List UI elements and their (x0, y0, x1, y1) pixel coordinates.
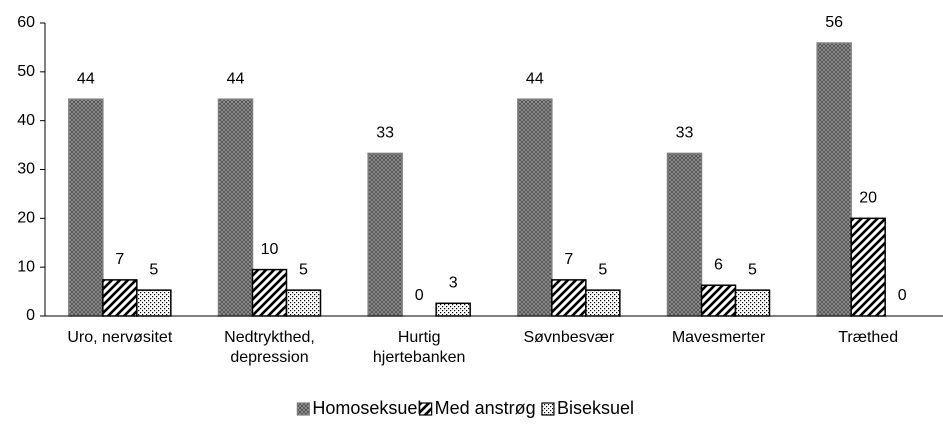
data-label: 33 (676, 125, 694, 142)
x-tick-label: Nedtrykthed, (224, 329, 315, 346)
bar (700, 284, 737, 317)
data-label: 0 (898, 287, 907, 304)
data-label: 0 (415, 287, 424, 304)
y-tick-label: 50 (17, 63, 35, 80)
legend-label: Med anstrøg (435, 398, 536, 418)
bar (585, 289, 621, 317)
bar (517, 98, 553, 317)
y-tick-label: 20 (17, 210, 35, 227)
y-tick-label: 30 (17, 161, 35, 178)
x-tick-label: Træthed (838, 329, 898, 346)
x-tick-label: Hurtig (398, 329, 441, 346)
data-label: 5 (149, 261, 158, 278)
bar (666, 152, 703, 317)
data-label: 44 (227, 70, 245, 87)
y-tick-label: 0 (26, 307, 35, 324)
data-label: 5 (299, 261, 308, 278)
legend-label: Biseksuel (557, 398, 634, 418)
data-label: 44 (77, 70, 95, 87)
bar (68, 98, 104, 317)
data-label: 10 (261, 241, 279, 258)
data-label: 44 (526, 70, 544, 87)
bar (367, 152, 403, 317)
x-tick-label: Uro, nervøsitet (67, 329, 172, 346)
bar (285, 289, 322, 317)
x-tick-label: hjertebanken (373, 349, 466, 366)
data-label: 5 (748, 261, 757, 278)
data-label: 6 (714, 256, 723, 273)
y-tick-label: 60 (17, 14, 35, 31)
bar (136, 289, 172, 317)
bar (102, 279, 138, 317)
bar (435, 302, 471, 317)
y-tick-label: 40 (17, 112, 35, 129)
legend-swatch (296, 402, 310, 416)
data-label: 3 (449, 275, 458, 292)
legend-swatch (419, 402, 433, 416)
data-label: 56 (825, 14, 843, 31)
data-label: 20 (859, 190, 877, 207)
data-label: 7 (115, 251, 124, 268)
data-label: 7 (564, 251, 573, 268)
x-tick-label: depression (230, 349, 308, 366)
bar (816, 42, 852, 317)
data-label: 33 (376, 125, 394, 142)
bar (251, 268, 288, 317)
y-tick-label: 10 (17, 258, 35, 275)
x-tick-label: Søvnbesvær (523, 329, 614, 346)
data-label: 5 (598, 261, 607, 278)
x-tick-label: Mavesmerter (672, 329, 766, 346)
bar (850, 217, 886, 317)
legend-label: Homoseksuel (312, 398, 421, 418)
bar (734, 289, 771, 317)
legend-swatch (541, 402, 555, 416)
bar (217, 98, 254, 317)
bar (551, 279, 587, 317)
